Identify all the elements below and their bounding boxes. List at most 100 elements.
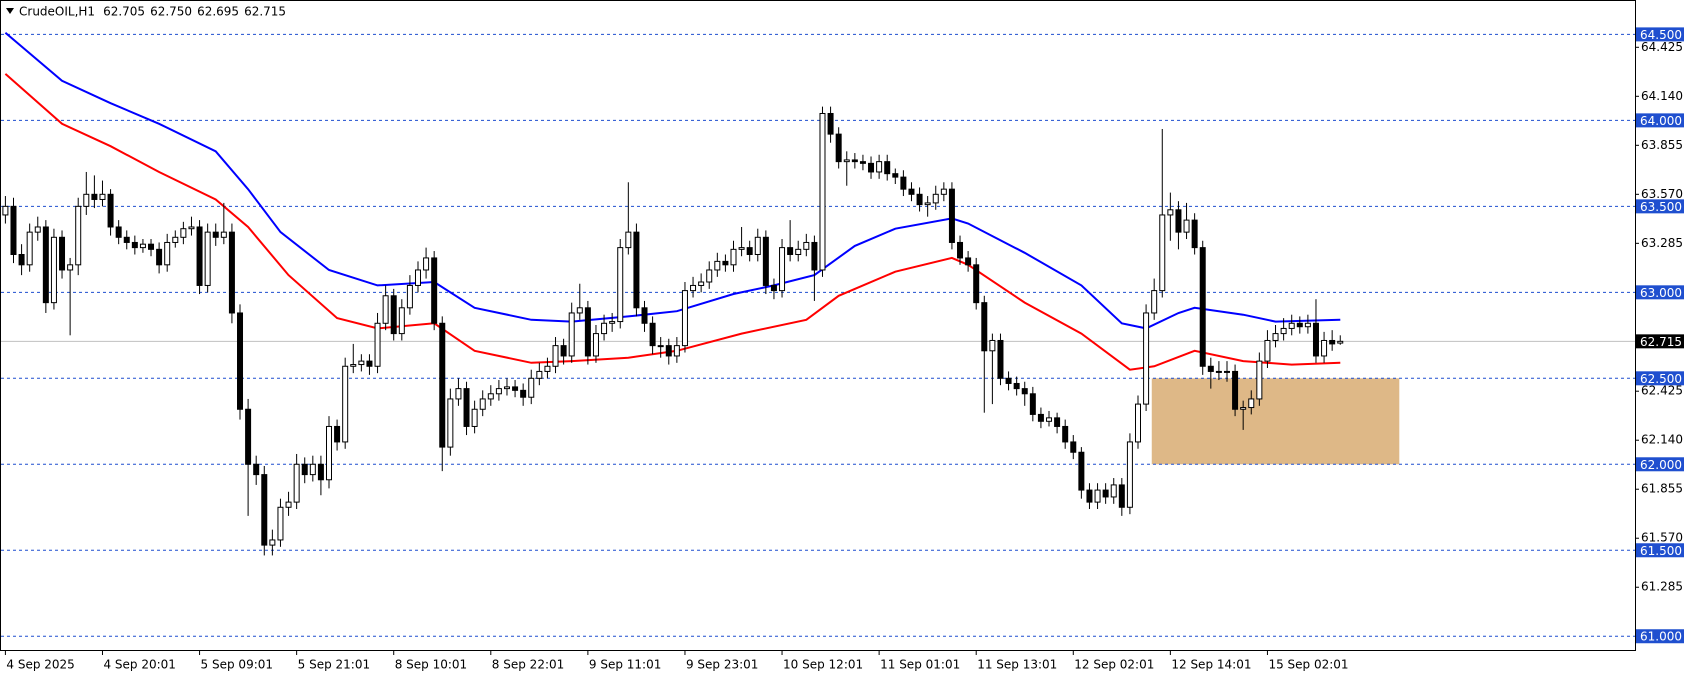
y-tick-label: 63.570: [1641, 187, 1683, 201]
candle-body: [277, 506, 284, 541]
candle-body: [212, 231, 219, 238]
candle-body: [851, 159, 858, 163]
candle-body: [414, 269, 421, 286]
candle-body: [552, 345, 559, 367]
candle-body: [1070, 441, 1077, 453]
candle-body: [18, 253, 25, 266]
candle-body: [1215, 370, 1222, 373]
candle-body: [649, 322, 656, 347]
x-tick-label: 4 Sep 2025: [6, 658, 74, 672]
candle-body: [722, 260, 729, 266]
candle-body: [172, 236, 179, 243]
level-label: 61.500: [1640, 544, 1682, 558]
level-label: 63.500: [1640, 200, 1682, 214]
candle-body: [803, 241, 810, 250]
x-tick-label: 10 Sep 12:01: [783, 658, 863, 672]
candle-body: [568, 312, 575, 357]
candle-body: [188, 226, 195, 230]
candle-body: [398, 307, 405, 335]
header-high: 62.750: [150, 5, 192, 19]
candle-body: [924, 202, 931, 206]
candle-body: [301, 463, 308, 476]
candle-body: [1046, 417, 1053, 422]
candle-body: [843, 159, 850, 163]
header-low: 62.695: [197, 5, 239, 19]
x-tick-label: 5 Sep 09:01: [201, 658, 273, 672]
candle-body: [932, 193, 939, 204]
candle-body: [309, 463, 316, 476]
candle-body: [431, 257, 438, 324]
level-label-box: [1636, 27, 1684, 42]
candle-body: [738, 247, 745, 250]
candle-body: [957, 241, 964, 259]
candle-body: [762, 236, 769, 286]
candle-body: [584, 307, 591, 357]
candle-body: [746, 247, 753, 255]
candle-body: [83, 193, 90, 207]
level-label-box: [1636, 285, 1684, 300]
candle-body: [1183, 219, 1190, 233]
candle-body: [131, 241, 138, 249]
current-price-label: 62.715: [1640, 335, 1682, 349]
candle-body: [779, 247, 786, 292]
candle-body: [123, 236, 130, 243]
candle-body: [358, 360, 365, 366]
candle-body: [455, 388, 462, 400]
x-tick-label: 15 Sep 02:01: [1268, 658, 1348, 672]
candle-body: [811, 241, 818, 271]
candle-body: [1304, 322, 1311, 328]
candle-body: [350, 364, 357, 367]
candle-body: [916, 193, 923, 206]
level-label: 63.000: [1640, 286, 1682, 300]
candle-body: [1240, 407, 1247, 410]
candle-layer: [2, 106, 1344, 556]
candle-body: [884, 161, 891, 175]
level-label-box: [1636, 457, 1684, 472]
candle-body: [261, 474, 268, 546]
candle-body: [900, 176, 907, 190]
candle-body: [34, 226, 41, 233]
candle-body: [75, 205, 82, 266]
candle-body: [1143, 312, 1150, 405]
candle-body: [908, 188, 915, 195]
candle-body: [1264, 339, 1271, 362]
candle-body: [859, 161, 866, 164]
y-tick-label: 64.140: [1641, 89, 1683, 103]
candle-body: [1094, 489, 1101, 503]
candle-body: [819, 112, 826, 271]
candle-body: [690, 284, 697, 292]
level-label: 64.500: [1640, 28, 1682, 42]
candle-body: [366, 360, 373, 367]
candle-body: [406, 284, 413, 309]
candle-body: [164, 241, 171, 266]
candle-body: [835, 133, 842, 163]
candle-body: [471, 408, 478, 427]
candle-body: [204, 231, 211, 286]
x-tick-label: 4 Sep 20:01: [103, 658, 175, 672]
y-tick-label: 61.570: [1641, 531, 1683, 545]
candle-body: [334, 425, 341, 443]
candle-body: [520, 389, 527, 398]
candle-body: [342, 365, 349, 443]
candle-body: [698, 281, 705, 286]
candle-body: [1329, 339, 1336, 345]
plot-frame: [0, 0, 1636, 651]
candle-body: [423, 257, 430, 271]
candle-body: [1118, 484, 1125, 508]
candle-body: [536, 370, 543, 379]
candle-body: [67, 264, 74, 271]
menu-triangle: [6, 8, 14, 14]
candle-body: [512, 386, 519, 391]
y-tick-label: 61.855: [1641, 482, 1683, 496]
candle-body: [503, 386, 510, 390]
candle-body: [948, 188, 955, 243]
header-close: 62.715: [244, 5, 286, 19]
x-tick-label: 12 Sep 02:01: [1074, 658, 1154, 672]
candle-body: [965, 257, 972, 266]
y-tick-label: 62.140: [1641, 433, 1683, 447]
candle-body: [576, 307, 583, 314]
candle-body: [42, 226, 49, 304]
candle-body: [973, 264, 980, 304]
y-tick-label: 61.285: [1641, 580, 1683, 594]
candle-body: [1337, 340, 1344, 344]
